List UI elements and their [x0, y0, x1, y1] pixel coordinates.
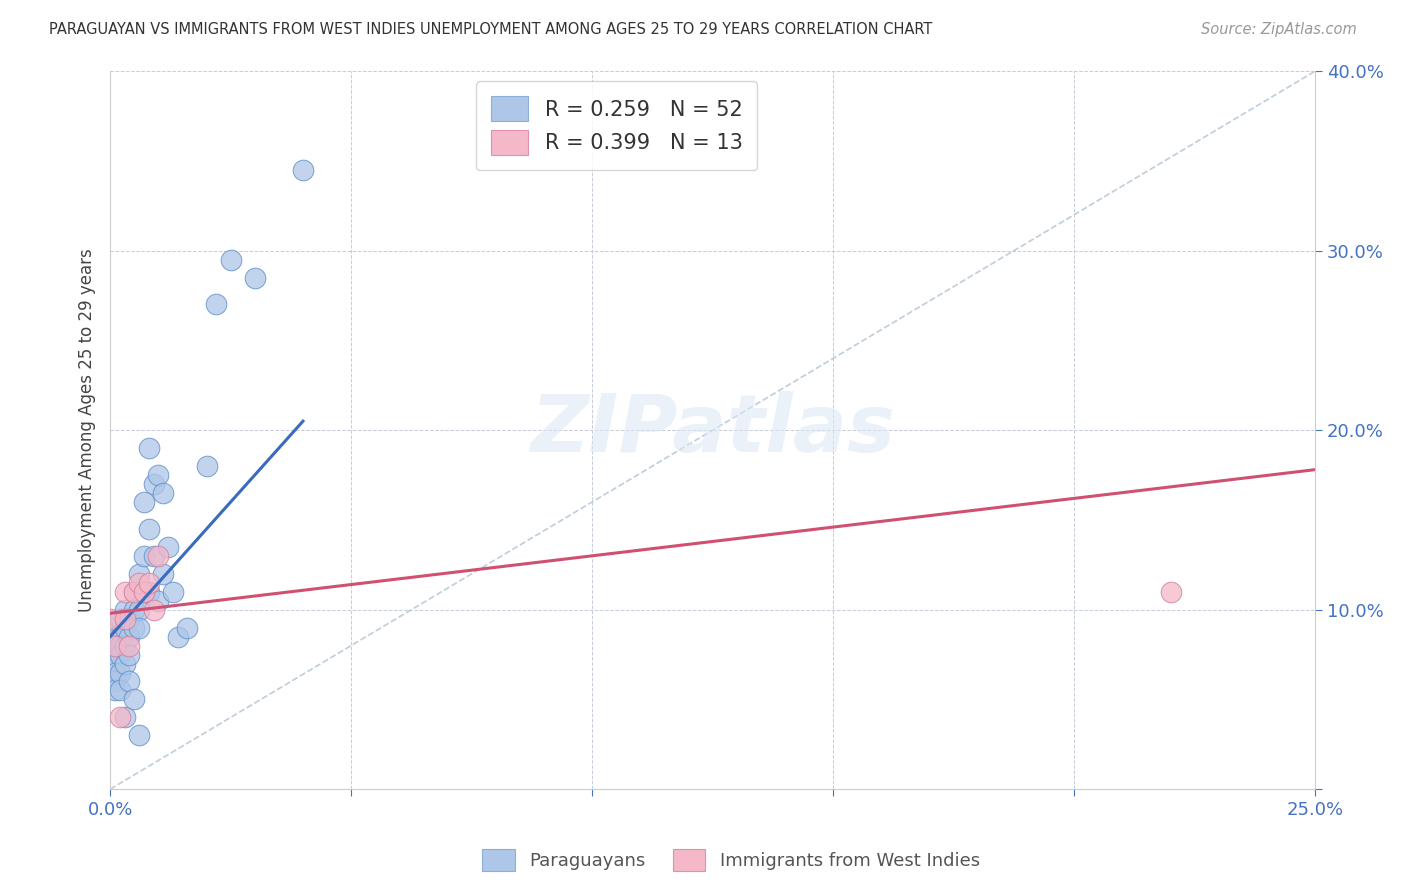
Point: [122, 584, 145, 599]
Point: [118, 674, 141, 689]
Point: [128, 575, 150, 590]
Point: [138, 441, 160, 455]
Point: [104, 657, 127, 671]
Point: [118, 639, 141, 653]
Point: [104, 665, 127, 680]
Point: [104, 639, 127, 653]
Point: [108, 710, 131, 724]
Legend: R = 0.259   N = 52, R = 0.399   N = 13: R = 0.259 N = 52, R = 0.399 N = 13: [477, 81, 758, 169]
Point: [138, 584, 160, 599]
Point: [108, 683, 131, 698]
Point: [114, 657, 136, 671]
Point: [128, 621, 150, 635]
Point: [108, 612, 131, 626]
Point: [291, 162, 314, 177]
Point: [118, 630, 141, 644]
Point: [122, 692, 145, 706]
Point: [98, 621, 121, 635]
Point: [114, 602, 136, 616]
Y-axis label: Unemployment Among Ages 25 to 29 years: Unemployment Among Ages 25 to 29 years: [79, 248, 96, 612]
Point: [98, 612, 121, 626]
Point: [148, 549, 170, 563]
Point: [118, 612, 141, 626]
Point: [128, 728, 150, 742]
Point: [148, 468, 170, 483]
Point: [166, 630, 188, 644]
Point: [114, 621, 136, 635]
Point: [195, 458, 218, 473]
Point: [108, 648, 131, 662]
Point: [142, 602, 165, 616]
Point: [108, 630, 131, 644]
Point: [128, 566, 150, 581]
Point: [152, 566, 174, 581]
Point: [138, 575, 160, 590]
Point: [114, 584, 136, 599]
Point: [114, 612, 136, 626]
Point: [108, 639, 131, 653]
Point: [114, 639, 136, 653]
Point: [205, 297, 228, 311]
Text: Source: ZipAtlas.com: Source: ZipAtlas.com: [1201, 22, 1357, 37]
Point: [156, 540, 179, 554]
Point: [132, 495, 155, 509]
Point: [132, 584, 155, 599]
Point: [132, 549, 155, 563]
Legend: Paraguayans, Immigrants from West Indies: Paraguayans, Immigrants from West Indies: [475, 842, 987, 879]
Point: [176, 621, 198, 635]
Text: ZIPatlas: ZIPatlas: [530, 391, 896, 469]
Point: [138, 522, 160, 536]
Point: [128, 602, 150, 616]
Point: [118, 648, 141, 662]
Point: [122, 602, 145, 616]
Text: PARAGUAYAN VS IMMIGRANTS FROM WEST INDIES UNEMPLOYMENT AMONG AGES 25 TO 29 YEARS: PARAGUAYAN VS IMMIGRANTS FROM WEST INDIE…: [49, 22, 932, 37]
Point: [142, 549, 165, 563]
Point: [243, 270, 266, 285]
Point: [122, 584, 145, 599]
Point: [219, 252, 242, 267]
Point: [1160, 584, 1182, 599]
Point: [162, 584, 184, 599]
Point: [132, 584, 155, 599]
Point: [122, 621, 145, 635]
Point: [104, 639, 127, 653]
Point: [104, 683, 127, 698]
Point: [148, 593, 170, 607]
Point: [142, 477, 165, 491]
Point: [104, 674, 127, 689]
Point: [104, 648, 127, 662]
Point: [104, 630, 127, 644]
Point: [108, 665, 131, 680]
Point: [114, 710, 136, 724]
Point: [152, 486, 174, 500]
